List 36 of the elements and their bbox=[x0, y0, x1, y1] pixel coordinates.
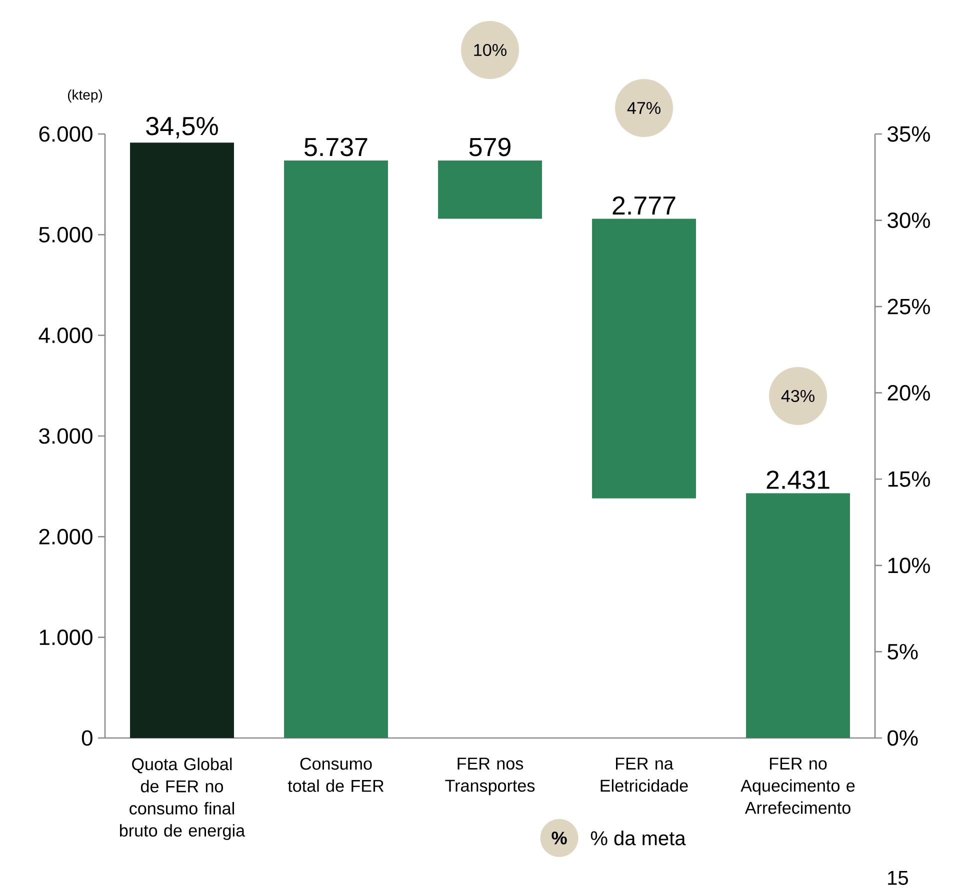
x-tick-label: FER no Aquecimento e Arrefecimento bbox=[740, 758, 855, 814]
y2-tick-label: 5% bbox=[888, 644, 918, 660]
x-tick-label: Quota Global de FER no consumo final bruto de energia bbox=[120, 758, 246, 840]
text: 15 bbox=[888, 871, 908, 885]
y-tick-label: 3.000 bbox=[39, 428, 92, 444]
bar bbox=[284, 160, 388, 738]
y2-tick-label: 10% bbox=[888, 558, 930, 574]
x-tick-label: FER na Eletricidade bbox=[600, 758, 688, 792]
y2-tick-label: 25% bbox=[888, 298, 930, 314]
y2-tick-label: 15% bbox=[888, 471, 930, 487]
y-tick-label: 1.000 bbox=[40, 630, 92, 646]
x-tick-label: FER nos Transportes bbox=[445, 758, 535, 796]
y2-tick-label: 0% bbox=[888, 730, 918, 746]
y-tick-label: 5.000 bbox=[39, 226, 92, 242]
bar bbox=[438, 160, 542, 219]
y-tick-label: 2.000 bbox=[39, 528, 92, 544]
y-tick-label: 4.000 bbox=[38, 328, 92, 344]
annotation: 43% bbox=[781, 390, 814, 402]
y2-tick-label: 20% bbox=[888, 385, 930, 401]
y-tick-label: 6.000 bbox=[39, 126, 92, 142]
data-label: 579 bbox=[469, 138, 510, 156]
text: % bbox=[552, 832, 567, 844]
bar bbox=[592, 218, 696, 498]
data-label: 2.777 bbox=[612, 196, 676, 214]
text: 10% bbox=[474, 44, 506, 56]
data-label: 34,5% bbox=[146, 116, 218, 138]
y2-tick-label: 30% bbox=[888, 212, 930, 228]
data-label: 2.431 bbox=[766, 470, 830, 490]
text: 47% bbox=[627, 102, 660, 114]
data-label: 5.737 bbox=[304, 138, 368, 156]
bar bbox=[746, 493, 850, 738]
y-tick-label: 0 bbox=[82, 730, 92, 746]
text: % da meta bbox=[590, 830, 686, 846]
y2-tick-label: 35% bbox=[888, 126, 930, 142]
y-axis-title: (ktep) bbox=[68, 89, 102, 103]
x-tick-label: Consumo total de FER bbox=[288, 758, 384, 792]
